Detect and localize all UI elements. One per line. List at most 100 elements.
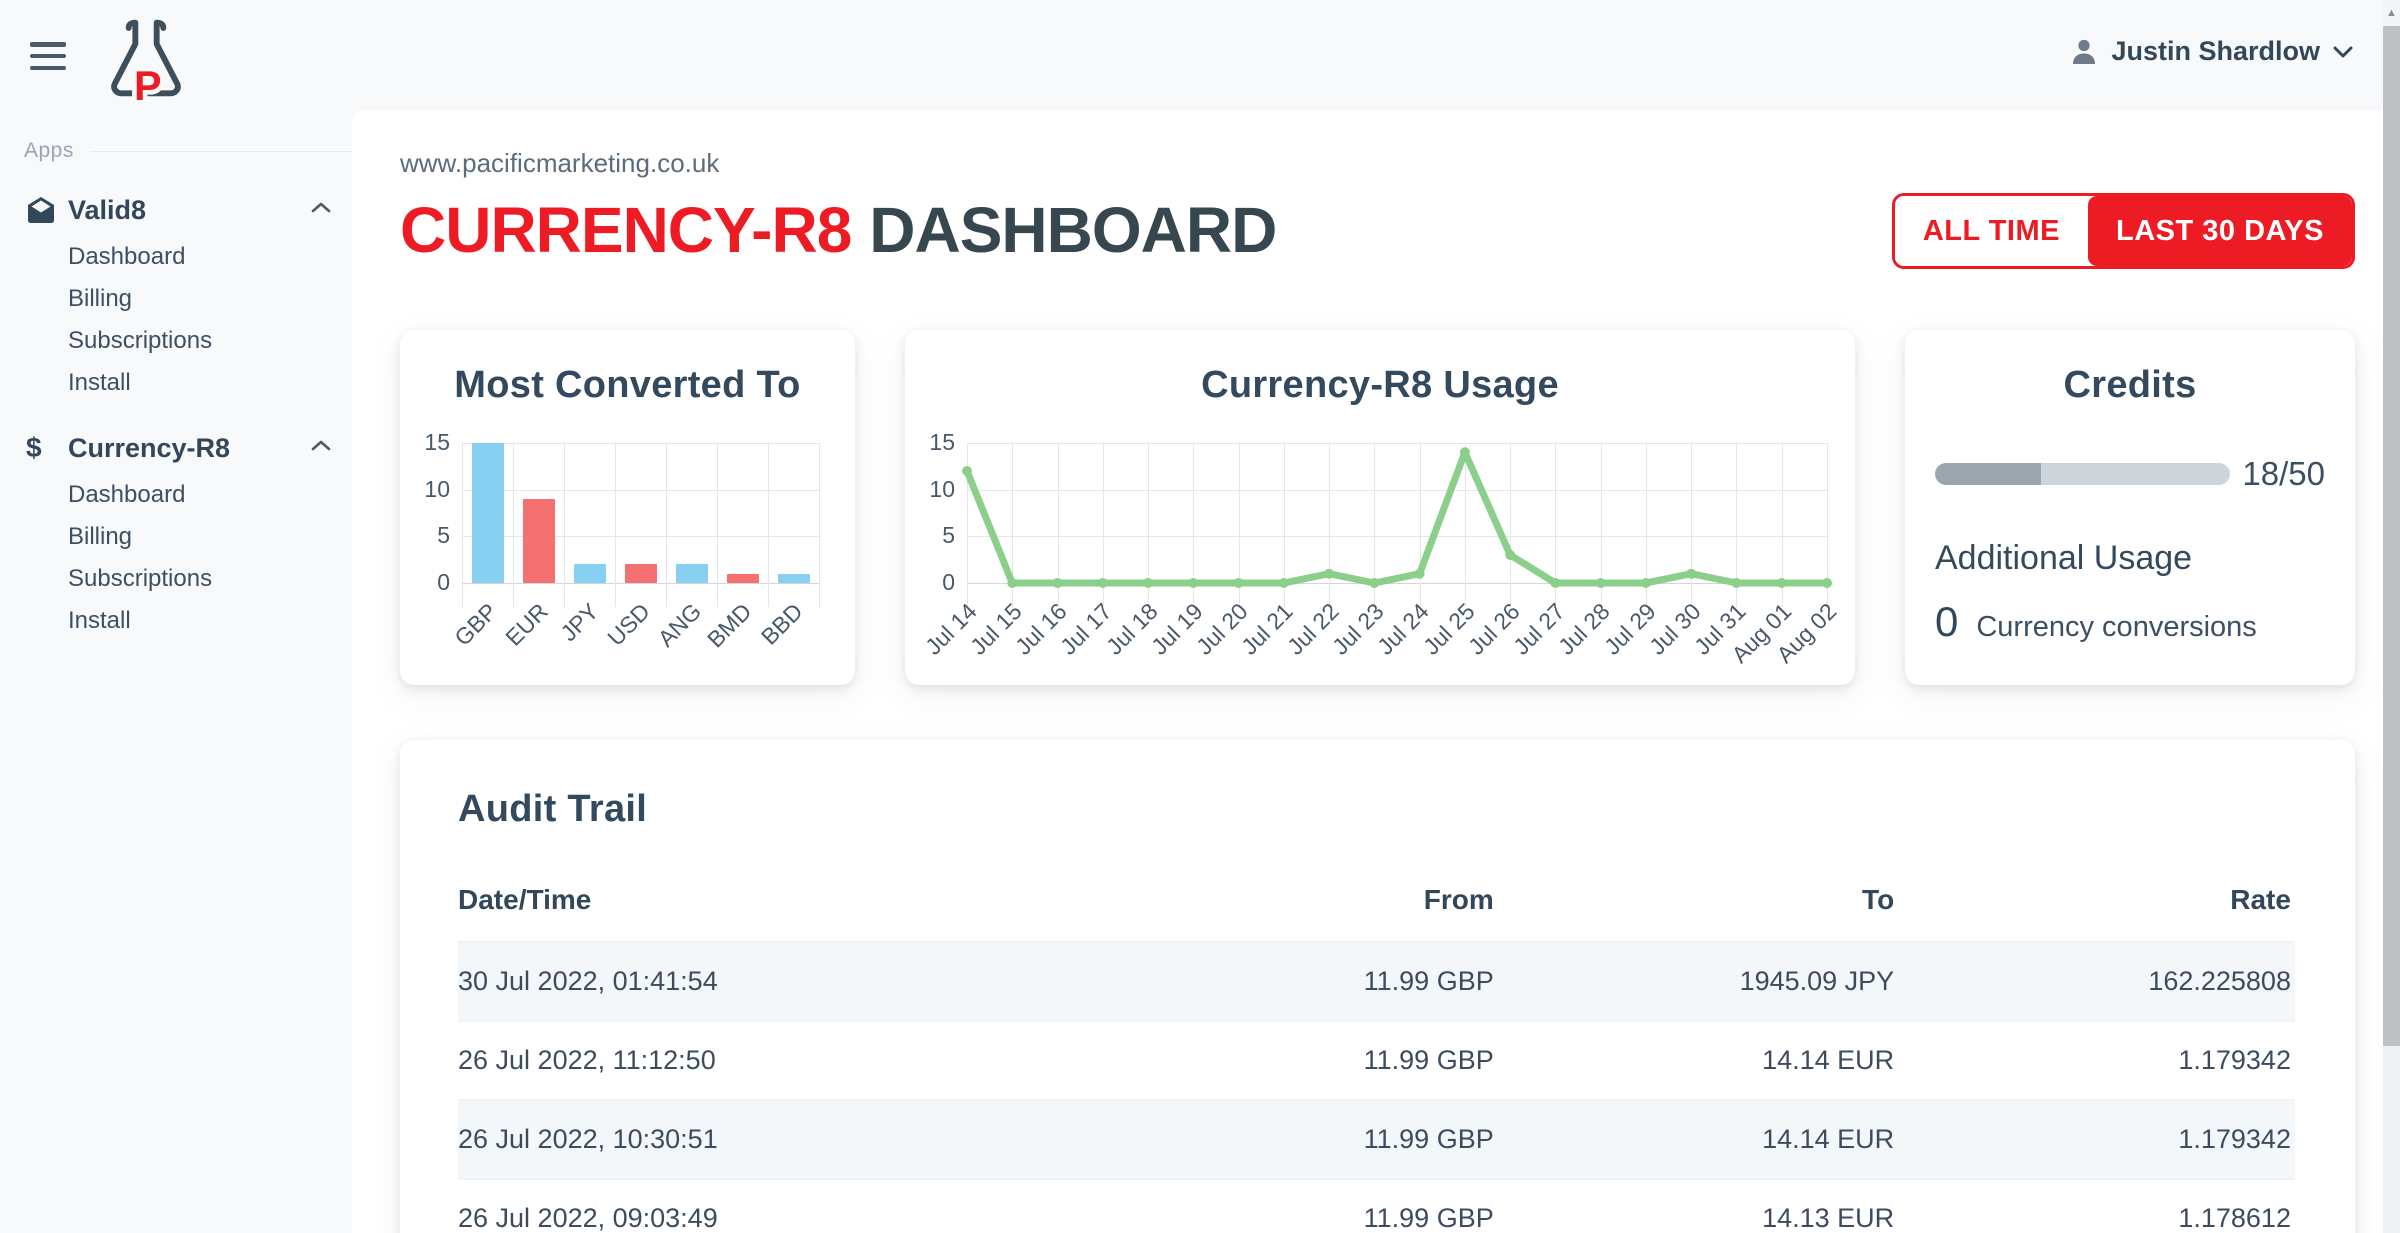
cell-datetime: 30 Jul 2022, 01:41:54: [458, 966, 718, 996]
x-tick-label: Jul 27: [1508, 598, 1570, 660]
scrollbar-thumb[interactable]: [2383, 26, 2400, 1046]
gridline: [462, 489, 819, 491]
gridline: [819, 443, 820, 607]
table-row: 26 Jul 2022, 09:03:49 11.99 GBP 14.13 EUR 1…: [458, 1178, 2295, 1233]
x-tick-label: Jul 29: [1598, 598, 1661, 660]
cell-from: 11.99 GBP: [1363, 1045, 1494, 1075]
x-tick-label: JPY: [555, 598, 604, 647]
sidebar-sublist: Dashboard Billing Subscriptions Install: [0, 474, 352, 642]
x-tick-label: BBD: [756, 598, 808, 650]
credits-title: Credits: [2063, 364, 2197, 406]
y-tick-label: 10: [929, 475, 955, 502]
gridline: [462, 443, 463, 607]
cell-rate: 1.178612: [2178, 1203, 2291, 1233]
gridline: [1148, 443, 1150, 607]
sidebar-item-currency-r8-billing[interactable]: Billing: [68, 523, 133, 550]
sidebar-group-toggle-currency-r8[interactable]: $ Currency-R8: [0, 426, 352, 470]
cell-from: 11.99 GBP: [1363, 966, 1494, 996]
x-tick-label: Jul 14: [919, 598, 982, 660]
audit-trail-title: Audit Trail: [458, 788, 648, 830]
sidebar-nav: Valid8 Dashboard Billing Subscriptions Insta…: [0, 188, 352, 642]
cell-datetime: 26 Jul 2022, 10:30:51: [458, 1124, 718, 1154]
x-tick-label: Jul 25: [1417, 598, 1480, 660]
sidebar-sublist: Dashboard Billing Subscriptions Install: [0, 236, 352, 404]
user-menu[interactable]: Justin Shardlow: [2069, 36, 2354, 67]
mail-open-icon: [26, 196, 68, 224]
progress-fill: [1935, 463, 2042, 485]
x-tick-label: Jul 28: [1553, 598, 1616, 660]
x-tick-label: ANG: [652, 598, 706, 652]
gridline: [1283, 443, 1285, 607]
gridline: [1600, 443, 1602, 607]
additional-usage-row: 0 Currency conversions: [1935, 598, 2325, 646]
gridline: [967, 443, 968, 607]
gridline: [462, 536, 819, 538]
sidebar-item-currency-r8-dashboard[interactable]: Dashboard: [68, 481, 186, 508]
last-30-days-button[interactable]: LAST 30 DAYS: [2088, 196, 2352, 266]
audit-table-body: 30 Jul 2022, 01:41:54 11.99 GBP 1945.09 JP…: [458, 941, 2295, 1233]
scrollbar: ▲: [2383, 0, 2400, 1233]
gridline: [768, 443, 769, 607]
x-tick-label: Jul 16: [1010, 598, 1072, 660]
bar-BBD: [777, 573, 810, 583]
sidebar-item-currency-r8-install[interactable]: Install: [68, 607, 131, 634]
gridline: [1057, 443, 1059, 607]
bar-USD: [624, 564, 657, 583]
x-tick-label: Jul 22: [1281, 598, 1344, 660]
audit-table: Date/Time From To Rate 30 Jul 2022, 01:41:5…: [458, 859, 2295, 1233]
bar-BMD: [726, 573, 759, 583]
bar-JPY: [573, 564, 606, 583]
bar-EUR: [522, 499, 555, 583]
credits-ratio: 18/50: [2242, 455, 2325, 492]
x-tick-label: Jul 21: [1236, 598, 1299, 660]
sidebar-item-valid8-subscriptions[interactable]: Subscriptions: [68, 327, 213, 354]
credits-card: Credits 18/50 Additional Usage 0 Currenc…: [1905, 330, 2355, 685]
table-row: 26 Jul 2022, 11:12:50 11.99 GBP 14.14 EUR 1…: [458, 1020, 2295, 1099]
sidebar-item-valid8-dashboard[interactable]: Dashboard: [68, 243, 186, 270]
all-time-button[interactable]: ALL TIME: [1894, 196, 2088, 266]
gridline: [564, 443, 565, 607]
sidebar-item-valid8-billing[interactable]: Billing: [68, 285, 133, 312]
x-tick-label: GBP: [449, 598, 502, 651]
cell-rate: 162.225808: [2148, 966, 2291, 996]
gridline: [1691, 443, 1693, 607]
gridline: [967, 536, 1827, 538]
page-title-text: DASHBOARD: [869, 194, 1277, 266]
apps-label: Apps: [24, 139, 74, 162]
cell-from: 11.99 GBP: [1363, 1203, 1494, 1233]
audit-table-header: Date/Time From To Rate: [458, 859, 2295, 941]
scroll-up-arrow-icon[interactable]: ▲: [2383, 0, 2400, 26]
y-tick-label: 5: [437, 522, 450, 549]
page-title: CURRENCY-R8 DASHBOARD: [400, 193, 2383, 267]
table-row: 26 Jul 2022, 10:30:51 11.99 GBP 14.14 EUR 1…: [458, 1099, 2295, 1178]
credits-progress: 18/50: [1935, 455, 2325, 493]
gridline: [1736, 443, 1738, 607]
menu-icon[interactable]: [30, 42, 66, 70]
gridline: [1419, 443, 1421, 607]
page-title-app: CURRENCY-R8: [400, 194, 852, 266]
gridline: [462, 443, 819, 444]
bar-chart: 0 5 10 15 GBP EUR JPY USD ANG BMD BBD: [424, 429, 820, 653]
x-tick-label: BMD: [702, 598, 757, 653]
cell-to: 14.14 EUR: [1762, 1045, 1895, 1075]
y-tick-label: 0: [942, 569, 955, 595]
cell-datetime: 26 Jul 2022, 11:12:50: [458, 1045, 716, 1075]
sidebar-item-valid8-install[interactable]: Install: [68, 369, 131, 396]
cell-datetime: 26 Jul 2022, 09:03:49: [458, 1203, 718, 1233]
progress-track: [1935, 463, 2231, 485]
x-tick-label: EUR: [500, 598, 553, 651]
gridline: [1329, 443, 1331, 607]
gridline: [967, 583, 1827, 584]
conversions-label: Currency conversions: [1976, 611, 2257, 643]
cell-rate: 1.179342: [2178, 1124, 2291, 1154]
cell-rate: 1.179342: [2178, 1045, 2291, 1075]
gridline: [1781, 443, 1783, 607]
gridline: [666, 443, 667, 607]
sidebar-item-currency-r8-subscriptions[interactable]: Subscriptions: [68, 565, 213, 592]
bar-GBP: [471, 443, 504, 583]
sidebar-group-toggle-valid8[interactable]: Valid8: [0, 188, 352, 232]
chevron-up-icon: [310, 439, 332, 457]
chevron-down-icon: [2333, 46, 2353, 57]
line-chart: 0 5 10 15 Jul 14 Jul 15 Jul 16 Jul 17 Jul 18 Jul …: [920, 429, 1842, 668]
